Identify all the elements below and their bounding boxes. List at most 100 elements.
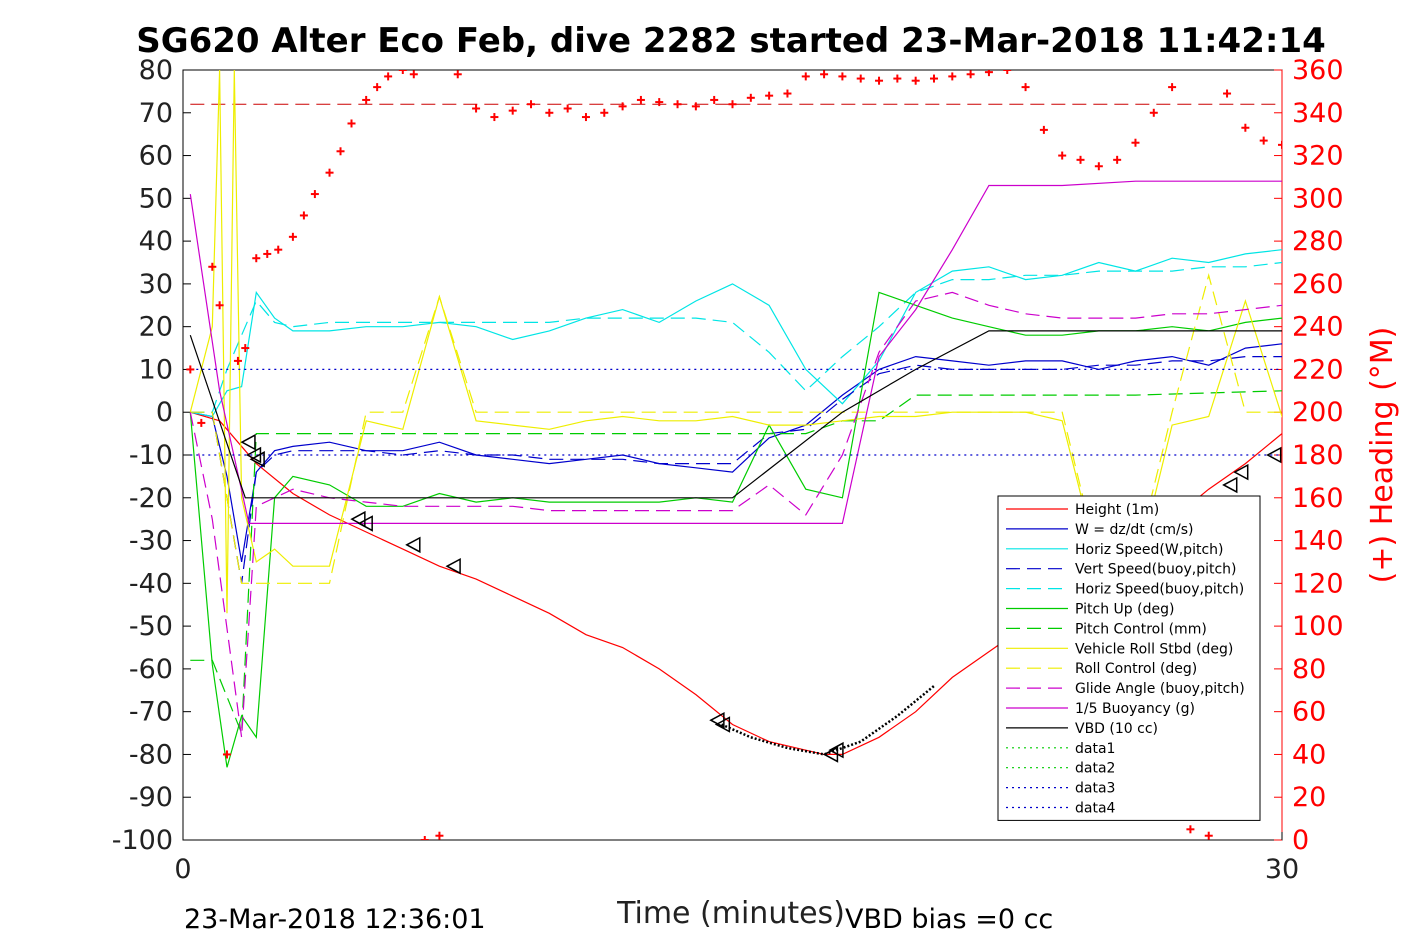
legend-label: Vehicle Roll Stbd (deg) — [1075, 641, 1233, 657]
legend-item: W = dz/dt (cm/s) — [1006, 522, 1194, 538]
y-tick-label: 40 — [139, 226, 173, 257]
heading-marker — [398, 70, 407, 74]
heading-marker — [1241, 123, 1250, 132]
legend-item: Horiz Speed(buoy,pitch) — [1006, 582, 1244, 598]
y-tick-label: 10 — [139, 354, 173, 385]
y-tick-label: 20 — [139, 312, 173, 343]
series-data1 — [720, 685, 935, 756]
pump-triangle-marker — [357, 515, 373, 532]
legend-label: data3 — [1075, 781, 1115, 797]
heading-marker — [325, 168, 334, 177]
legend-item: Roll Control (deg) — [1006, 661, 1197, 677]
legend-item: data4 — [1006, 801, 1116, 817]
y-tick-label: 80 — [139, 55, 173, 86]
y-tick-label: -20 — [129, 483, 173, 514]
y-tick-label: -30 — [129, 526, 173, 557]
heading-marker — [274, 245, 283, 254]
heading-marker — [893, 74, 902, 83]
y-tick-label: 60 — [139, 141, 173, 172]
heading-marker — [820, 70, 829, 79]
pump-triangle-marker — [240, 433, 256, 451]
y-tick-label: -10 — [129, 440, 173, 471]
series-vert-speed-buoy-pitch — [190, 356, 1282, 584]
heading-marker — [233, 356, 242, 365]
heading-marker — [299, 211, 308, 220]
y-right-tick-label: 120 — [1292, 568, 1344, 599]
heading-marker — [636, 95, 645, 104]
legend-label: Horiz Speed(buoy,pitch) — [1075, 582, 1244, 598]
series-1-5-buoyancy-g — [189, 180, 1282, 525]
heading-marker — [600, 108, 609, 117]
x-tick-label: 0 — [174, 854, 191, 885]
heading-marker — [655, 98, 664, 107]
y-tick-label: -70 — [129, 697, 173, 728]
heading-marker — [1021, 83, 1030, 92]
heading-marker — [347, 119, 356, 128]
y-tick-label: -40 — [129, 568, 173, 599]
y-right-tick-label: 0 — [1292, 825, 1309, 856]
heading-marker — [728, 100, 737, 109]
pump-triangle-marker — [1233, 463, 1249, 481]
heading-marker — [1259, 136, 1268, 145]
heading-marker — [673, 100, 682, 109]
heading-marker — [984, 70, 993, 77]
heading-marker — [1149, 108, 1158, 117]
pump-triangle-marker — [1222, 476, 1238, 494]
legend-item: data2 — [1006, 761, 1115, 777]
legend-item: data3 — [1006, 781, 1115, 797]
heading-marker — [288, 232, 297, 241]
y-right-tick-label: 320 — [1292, 141, 1344, 172]
heading-marker — [581, 113, 590, 122]
heading-marker — [801, 72, 810, 81]
x-tick-label: 30 — [1265, 854, 1299, 885]
legend-label: Horiz Speed(W,pitch) — [1075, 542, 1223, 558]
y-tick-label: -50 — [129, 611, 173, 642]
heading-marker — [435, 831, 444, 840]
series-glide-angle-buoy-pitch — [189, 291, 1282, 738]
legend-label: VBD (10 cc) — [1075, 721, 1158, 737]
legend: Height (1m) W = dz/dt (cm/s) Horiz Speed(W… — [997, 495, 1261, 821]
y-right-tick-label: 40 — [1292, 739, 1326, 770]
series-roll-control-deg — [190, 272, 1282, 584]
heading-marker — [263, 249, 272, 258]
y-right-tick-label: 360 — [1292, 55, 1344, 86]
y-right-tick-label: 80 — [1292, 654, 1326, 685]
legend-label: Height (1m) — [1075, 502, 1159, 518]
footer-vbd-bias: VBD bias =0 cc — [845, 904, 1053, 935]
right-axis-label: (+) Heading (°M) — [1365, 327, 1400, 584]
y-tick-label: 0 — [156, 397, 173, 428]
heading-marker — [948, 72, 957, 81]
heading-marker — [1168, 83, 1177, 92]
heading-marker — [1131, 138, 1140, 147]
y-right-tick-label: 60 — [1292, 697, 1326, 728]
heading-marker — [746, 93, 755, 102]
legend-item: data1 — [1006, 741, 1115, 757]
heading-marker — [310, 190, 319, 199]
y-right-tick-label: 140 — [1292, 526, 1344, 557]
heading-marker — [966, 70, 975, 79]
legend-item: Horiz Speed(W,pitch) — [1006, 542, 1223, 558]
legend-item: Pitch Up (deg) — [1006, 602, 1174, 618]
heading-marker — [508, 106, 517, 115]
legend-item: Vert Speed(buoy,pitch) — [1006, 562, 1237, 578]
heading-marker — [1058, 151, 1067, 160]
y-right-tick-label: 260 — [1292, 269, 1344, 300]
legend-label: Vert Speed(buoy,pitch) — [1075, 562, 1237, 578]
y-right-tick-label: 300 — [1292, 183, 1344, 214]
y-tick-label: -100 — [112, 825, 173, 856]
legend-item: Pitch Control (mm) — [1006, 621, 1207, 637]
y-right-tick-label: 100 — [1292, 611, 1344, 642]
legend-label: W = dz/dt (cm/s) — [1075, 522, 1194, 538]
legend-label: data1 — [1075, 741, 1115, 757]
legend-label: data4 — [1075, 801, 1116, 817]
plot-area: 80706050403020100-10-20-30-40-50-60-70-8… — [112, 55, 1344, 885]
heading-marker — [384, 72, 393, 81]
y-tick-label: 50 — [139, 183, 173, 214]
pump-triangle-marker — [1266, 446, 1282, 464]
data-layer — [186, 70, 1282, 840]
heading-marker — [490, 113, 499, 122]
series-horiz-speed-buoy-pitch — [190, 261, 1282, 413]
heading-marker — [691, 102, 700, 111]
legend-label: Glide Angle (buoy,pitch) — [1075, 681, 1245, 697]
